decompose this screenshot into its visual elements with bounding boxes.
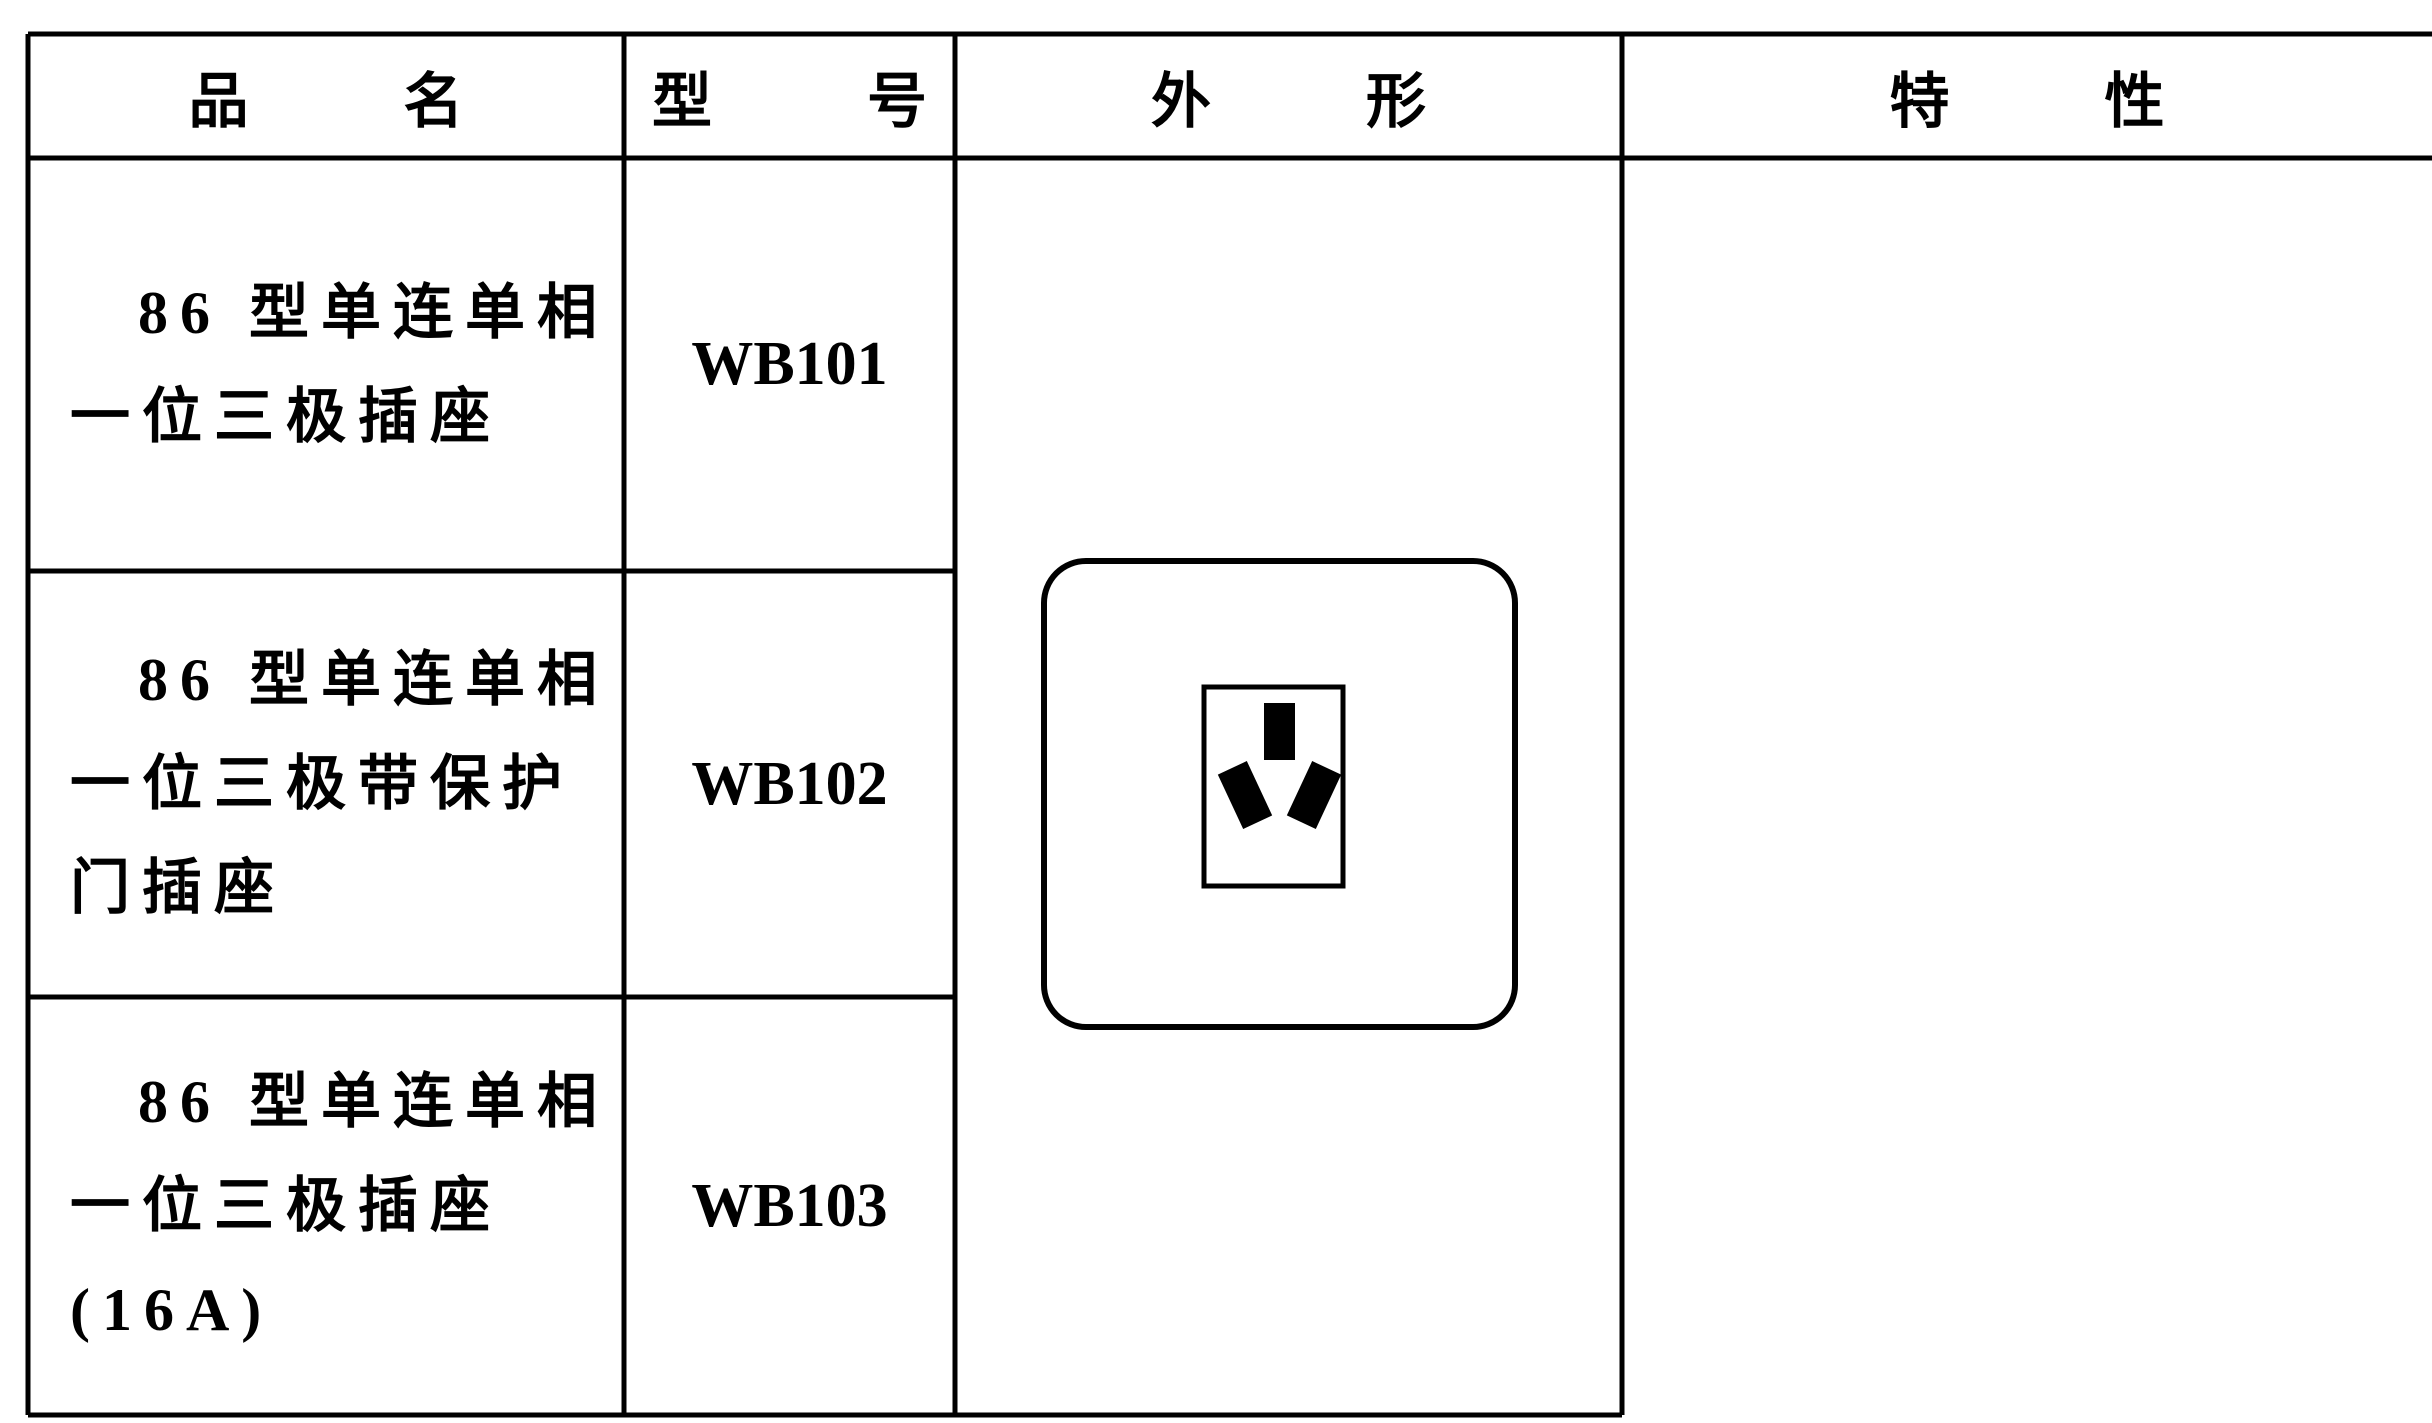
- name-line: 86 型单连单相: [138, 1069, 609, 1135]
- name-line: 一位三极插座: [70, 383, 502, 450]
- product-name: 86 型单连单相 一位三极插座 (16A): [70, 1050, 600, 1362]
- socket-slot: [1264, 703, 1295, 760]
- socket-slot: [1286, 761, 1342, 829]
- product-name: 86 型单连单相 一位三极带保护 门插座: [70, 628, 600, 940]
- product-name: 86 型单连单相 一位三极插座: [70, 261, 600, 469]
- name-line: 一位三极带保护: [70, 751, 574, 817]
- name-line: 门插座: [70, 855, 286, 921]
- model-number: WB103: [691, 1171, 888, 1240]
- socket-plate: [1041, 558, 1518, 1030]
- model-number: WB101: [691, 330, 888, 398]
- name-line: 86 型单连单相: [138, 279, 609, 346]
- model-number: WB102: [691, 749, 888, 818]
- socket-icon: [1041, 558, 1518, 1030]
- name-line: 86 型单连单相: [138, 647, 609, 713]
- name-line: 一位三极插座: [70, 1173, 502, 1239]
- header-cell: 品 名: [188, 68, 464, 135]
- name-line: (16A): [70, 1277, 274, 1343]
- header-cell: 外 形: [1151, 68, 1426, 135]
- header-cell: 型 号: [652, 68, 927, 135]
- socket-slot: [1217, 761, 1273, 829]
- header-cell: 特 性: [1889, 68, 2165, 135]
- socket-face: [1201, 684, 1346, 889]
